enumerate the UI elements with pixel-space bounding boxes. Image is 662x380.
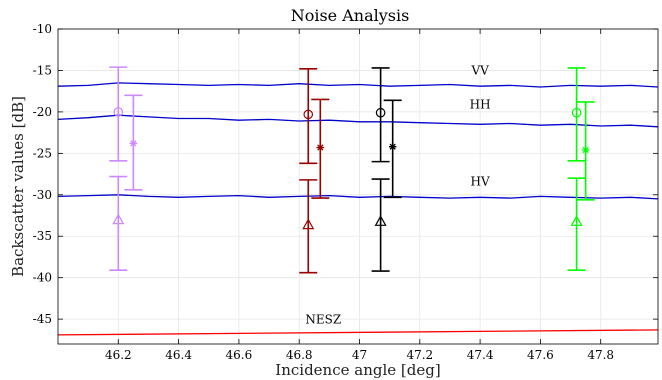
x-tick-label: 47.4: [467, 348, 494, 362]
triangle-marker: [570, 215, 583, 226]
grid-lines: [58, 28, 658, 344]
star-marker: [388, 142, 397, 151]
error-bars: [109, 66, 595, 274]
x-tick-label: 47.2: [406, 348, 433, 362]
x-axis-label: Incidence angle [deg]: [275, 361, 440, 379]
plot-frame: [57, 28, 659, 345]
x-tick-label: 46.6: [226, 348, 253, 362]
x-tick-label: 47.6: [527, 348, 554, 362]
error-bar-star: [124, 94, 143, 191]
annotation-vv: VV: [470, 64, 489, 78]
y-tick-label: -40: [33, 271, 52, 285]
annotations: VV HH HV NESZ: [305, 64, 490, 327]
annotation-hv: HV: [471, 175, 490, 189]
annotation-nesz: NESZ: [305, 312, 341, 326]
x-tick-label: 46.4: [165, 348, 192, 362]
error-bar-triangle: [299, 179, 318, 274]
error-bar-triangle: [109, 175, 128, 272]
series-line-nesz: [57, 329, 659, 336]
y-tick-label: -15: [33, 63, 52, 77]
triangle-marker: [302, 218, 315, 230]
error-bar-circle: [371, 67, 390, 163]
error-bar-star: [311, 98, 330, 199]
circle-marker: [303, 109, 314, 120]
triangle-marker: [112, 213, 125, 225]
error-bar-circle: [567, 67, 586, 162]
error-bar-circle: [109, 66, 128, 162]
y-tick-label: -25: [33, 146, 52, 160]
y-tick-label: -20: [33, 105, 52, 119]
error-bar-circle: [299, 67, 318, 165]
x-tick-label: 46.2: [105, 348, 132, 362]
x-tick-label: 47: [352, 348, 367, 362]
y-tick-label: -30: [33, 188, 52, 202]
series-line-vv: [57, 82, 659, 88]
circle-marker: [375, 107, 386, 118]
circle-marker: [113, 107, 124, 117]
triangle-marker: [374, 215, 387, 226]
circle-marker: [571, 107, 582, 118]
x-tick-label: 46.8: [286, 348, 313, 362]
y-tick-label: -10: [33, 22, 52, 36]
y-tick-label: -35: [33, 229, 52, 243]
y-axis-label: Backscatter values [dB]: [9, 96, 27, 277]
star-marker: [581, 146, 590, 154]
star-marker: [129, 139, 138, 148]
error-bar-star: [576, 101, 595, 201]
chart-title: Noise Analysis: [291, 6, 410, 25]
y-tick-label: -45: [33, 312, 52, 326]
x-tick-label: 47.8: [587, 348, 614, 362]
series-line-hh: [57, 114, 659, 128]
error-bar-triangle: [371, 178, 390, 272]
error-bar-triangle: [567, 177, 586, 272]
error-bar-star: [383, 99, 402, 199]
annotation-hh: HH: [470, 98, 491, 112]
axis-ticks: 46.2 46.4 46.6 46.8 47 47.2 47.4 47.6 47.8 -10 -15…: [33, 22, 658, 362]
series-lines: [57, 82, 659, 336]
star-marker: [316, 143, 325, 152]
series-line-hv: [57, 194, 659, 200]
